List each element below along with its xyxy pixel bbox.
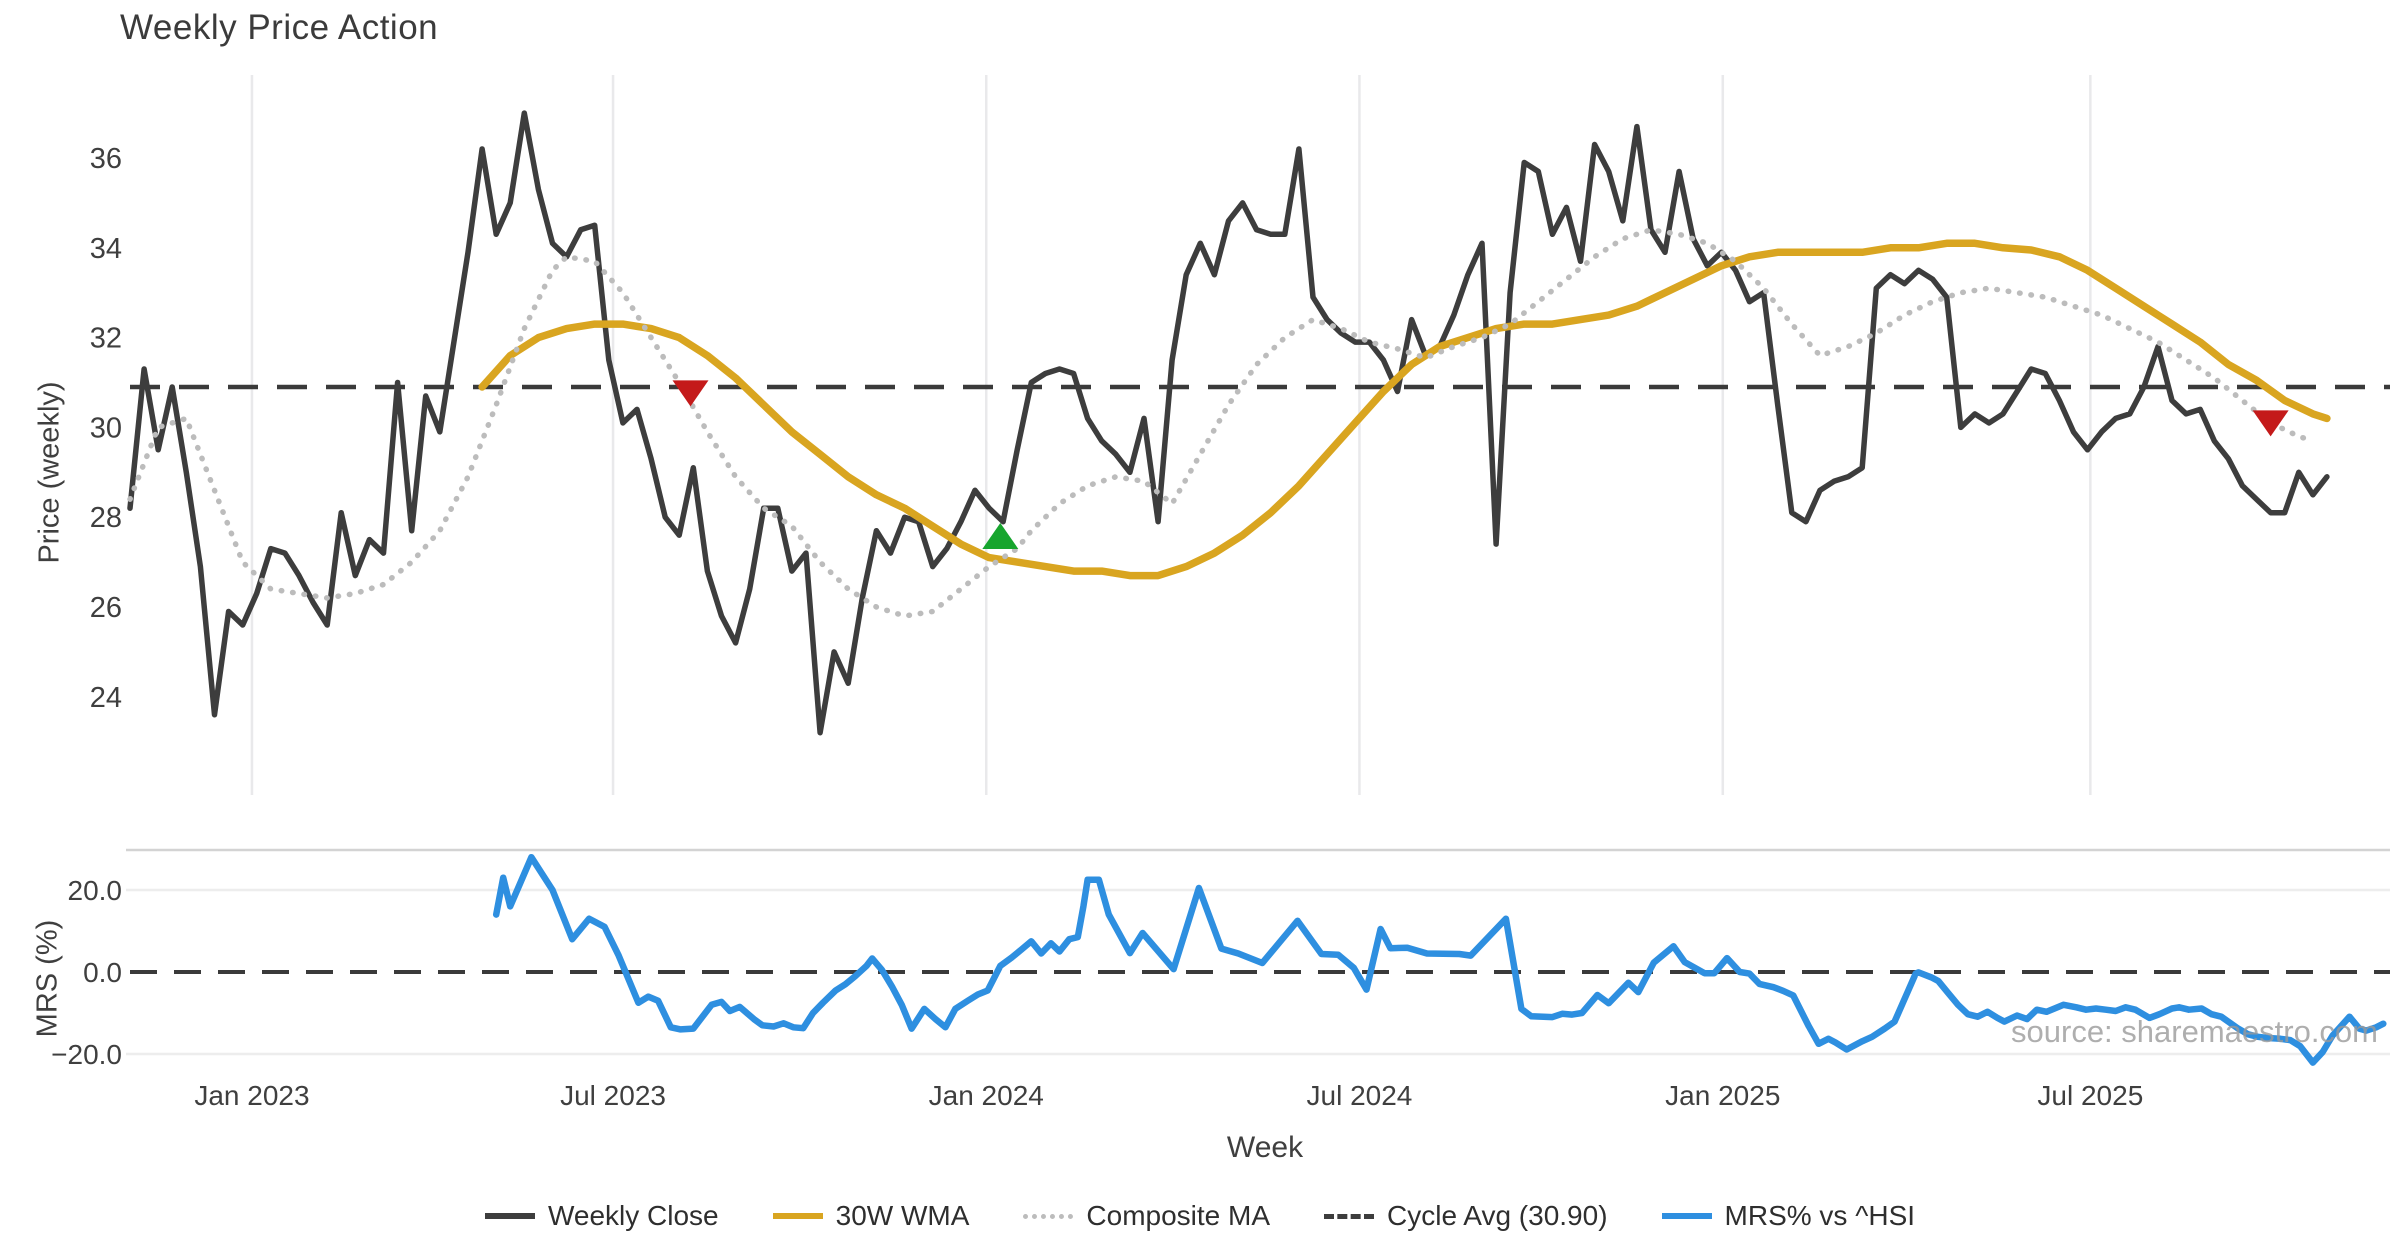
legend-label: Weekly Close — [547, 1200, 719, 1231]
legend-swatch-weekly-close — [484, 1213, 535, 1219]
x-tick-label: Jan 2023 — [194, 1080, 309, 1111]
legend-item-cycle-avg: Cycle Avg (30.90) — [1324, 1200, 1608, 1232]
x-tick-label: Jul 2024 — [1307, 1080, 1413, 1111]
source-watermark: source: sharemaestro.com — [2011, 1014, 2378, 1049]
sell-marker-icon — [2252, 410, 2289, 437]
legend-item-weekly-close: Weekly Close — [484, 1200, 719, 1232]
legend-label: Cycle Avg (30.90) — [1387, 1200, 1608, 1231]
price-tick-label: 30 — [90, 412, 122, 444]
mrs-vs-hsi-line — [492, 853, 2387, 1066]
legend-item-wma: 30W WMA — [772, 1200, 970, 1232]
buy-marker-icon — [982, 522, 1019, 549]
legend-label: 30W WMA — [835, 1200, 970, 1231]
price-tick-label: 28 — [90, 502, 122, 534]
x-tick-label: Jan 2024 — [929, 1080, 1044, 1111]
chart-legend: Weekly Close 30W WMA Composite MA Cycle Avg… — [0, 1200, 2400, 1232]
price-tick-label: 26 — [90, 592, 122, 624]
legend-item-mrs: MRS% vs ^HSI — [1661, 1200, 1916, 1232]
x-tick-label: Jan 2025 — [1665, 1080, 1780, 1111]
x-axis-label: Week — [1227, 1131, 1304, 1164]
weekly-close-line — [127, 110, 2330, 736]
mrs-tick-label: 0.0 — [83, 957, 122, 988]
legend-swatch-wma — [772, 1213, 823, 1219]
legend-label: MRS% vs ^HSI — [1724, 1200, 1916, 1231]
legend-swatch-composite-ma — [1023, 1213, 1074, 1219]
price-tick-label: 34 — [90, 233, 122, 265]
legend-label: Composite MA — [1086, 1200, 1271, 1231]
30w-wma-line — [478, 239, 2331, 580]
mrs-tick-label: −20.0 — [51, 1039, 122, 1070]
legend-swatch-cycle-avg — [1324, 1213, 1375, 1219]
legend-item-composite-ma: Composite MA — [1023, 1200, 1270, 1232]
page-title: Weekly Price Action — [120, 8, 439, 47]
price-tick-label: 24 — [90, 682, 122, 714]
price-tick-label: 32 — [90, 323, 122, 355]
composite-ma-line — [127, 227, 2316, 619]
legend-swatch-mrs — [1661, 1213, 1712, 1219]
mrs-tick-label: 20.0 — [68, 875, 123, 906]
sell-marker-icon — [672, 380, 709, 407]
x-tick-label: Jul 2023 — [560, 1080, 666, 1111]
x-tick-label: Jul 2025 — [2037, 1080, 2143, 1111]
price-tick-label: 36 — [90, 143, 122, 175]
